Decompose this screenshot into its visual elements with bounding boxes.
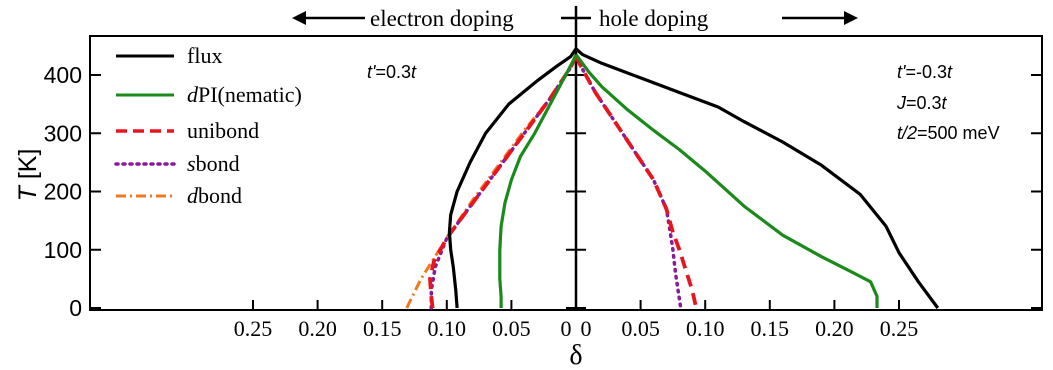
annotation-right-exchange: J=0.3t xyxy=(896,93,948,113)
series-dbond-electron xyxy=(405,56,578,309)
legend-label-sbond: sbond xyxy=(187,151,240,176)
legend-label-dpi: dPI(nematic) xyxy=(187,82,302,107)
x-tick-label-left: 0.05 xyxy=(492,316,531,341)
series-dpi-electron xyxy=(498,53,578,308)
x-tick-label-left: 0.25 xyxy=(234,316,273,341)
legend: flux dPI(nematic) unibond sbond dbond xyxy=(114,43,302,208)
legend-item-unibond: unibond xyxy=(116,118,259,143)
legend-item-dbond: dbond xyxy=(116,183,242,208)
doping-header: electron doping hole doping xyxy=(292,6,858,36)
x-tick-label-right: 0.05 xyxy=(621,316,660,341)
electron-arrow-head xyxy=(292,11,306,25)
annotation-left: t'=0.3t xyxy=(367,62,417,82)
series-dpi-hole xyxy=(574,53,879,308)
legend-item-flux: flux xyxy=(116,43,222,68)
series-flux-electron xyxy=(447,47,578,309)
annotation-right-energy: t/2=500 meV xyxy=(897,123,1000,143)
legend-label-flux: flux xyxy=(187,43,222,68)
y-tick-label: 0 xyxy=(69,295,82,321)
series-sbond-electron xyxy=(429,55,578,310)
series-sbond-hole xyxy=(574,55,683,310)
x-tick-label-left: 0.10 xyxy=(428,316,467,341)
x-tick-label-left: 0.15 xyxy=(363,316,402,341)
hole-doping-label: hole doping xyxy=(599,6,709,31)
x-tick-label-right: 0.10 xyxy=(686,316,725,341)
hole-arrow-head xyxy=(844,11,858,25)
y-tick-label: 200 xyxy=(44,179,82,205)
series-unibond-hole xyxy=(574,55,699,309)
data-series xyxy=(405,47,940,310)
legend-item-dpi: dPI(nematic) xyxy=(116,82,302,107)
y-tick-label: 400 xyxy=(44,62,82,88)
legend-label-dbond: dbond xyxy=(187,183,242,208)
x-tick-label-right: 0.25 xyxy=(880,316,919,341)
legend-label-unibond: unibond xyxy=(187,118,259,143)
y-tick-label: 100 xyxy=(44,237,82,263)
series-flux-hole xyxy=(574,47,940,309)
electron-doping-label: electron doping xyxy=(370,6,514,31)
x-axis-label: δ xyxy=(569,340,582,370)
y-tick-label: 300 xyxy=(44,120,82,146)
x-tick-label-right: 0.20 xyxy=(815,316,854,341)
x-tick-label-left: 0 xyxy=(561,316,572,341)
x-tick-label-left: 0.20 xyxy=(298,316,337,341)
y-axis-label: T [K] xyxy=(14,149,42,202)
annotation-right-hopping: t'=-0.3t xyxy=(897,62,953,82)
x-tick-label-right: 0 xyxy=(581,316,592,341)
legend-item-sbond: sbond xyxy=(114,151,240,176)
series-unibond-electron xyxy=(428,55,578,309)
x-tick-label-right: 0.15 xyxy=(751,316,790,341)
plot-frame xyxy=(89,35,1043,311)
